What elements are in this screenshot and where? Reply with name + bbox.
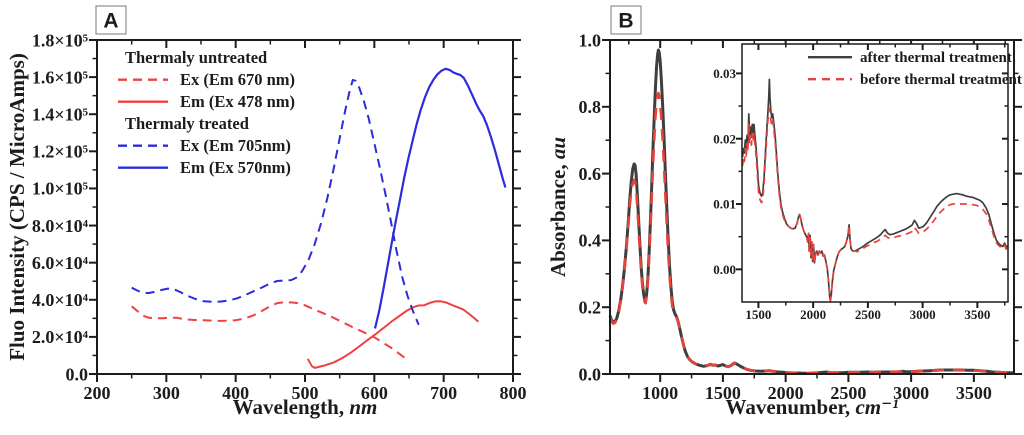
tick-label: 6.0×10⁴ (32, 253, 89, 273)
x-axis-title: Wavenumber, cm⁻¹ (726, 395, 899, 419)
tick-label: 0.2 (579, 298, 602, 318)
legend-group-header: Thermaly treated (125, 114, 249, 133)
tick-label: 600 (361, 383, 388, 403)
tick-label: 1.0 (579, 30, 602, 50)
tick-label: 1.4×10⁵ (32, 105, 89, 125)
panel-label-box (95, 5, 127, 35)
tick-label: 1.6×10⁵ (32, 67, 89, 87)
tick-label: 3500 (956, 383, 992, 403)
panel-b-chart: 1000 1500 2000 2500 3000 3500 0.0 0.2 0.4 0.6 0.8 1… (546, 5, 1022, 419)
tick-label: 0.00 (713, 262, 736, 277)
tick-label: 2500 (830, 383, 866, 403)
panel-letter: B (618, 10, 633, 33)
tick-label: 0.6 (579, 164, 602, 184)
plot-frame (741, 43, 1009, 303)
tick-label: 1000 (642, 383, 678, 403)
tick-label: 4.0×10⁴ (32, 290, 89, 310)
tick-label: 2500 (855, 307, 881, 322)
y-axis-title: Absorbance, au (546, 137, 570, 277)
tick-label: 2.0×10⁴ (32, 327, 89, 347)
tick-label: 300 (153, 383, 180, 403)
panel-b-ftir-inset: 1500 2000 2500 3000 3500 0.00 0.01 0.02 0.03 afte… (713, 43, 1022, 322)
tick-label: 3500 (964, 307, 990, 322)
inset-background (742, 44, 1008, 302)
tick-label: 0.0 (579, 364, 602, 384)
plot-frame (96, 39, 514, 375)
panel-a-chart: 200 300 400 500 600 700 800 0.0 2.0×10⁴ 4.0×10⁴ 6.… (5, 5, 527, 419)
tick-label: 0.03 (713, 66, 736, 81)
legend-label: after thermal treatment (860, 50, 1012, 66)
tick-label: 1500 (745, 307, 771, 322)
tick-label: 8.0×10⁴ (32, 216, 89, 236)
tick-label: 800 (500, 383, 527, 403)
series-em-untreated (306, 300, 479, 369)
series-before-thermal-inset (741, 107, 1009, 302)
legend-label: Ex (Em 705nm) (180, 136, 291, 155)
tick-label: 1.8×10⁵ (32, 30, 89, 50)
x-axis-title: Wavelength, nm (233, 395, 378, 419)
tick-label: 0.0 (66, 364, 89, 384)
tick-label: 1500 (705, 383, 741, 403)
tick-label: 0.8 (579, 97, 602, 117)
series-ex-treated (131, 78, 420, 326)
legend-label: Ex (Em 670 nm) (180, 70, 295, 89)
tick-label: 400 (222, 383, 249, 403)
tick-label: 0.02 (713, 131, 736, 146)
tick-label: 500 (292, 383, 319, 403)
legend-label: Em (Ex 570nm) (180, 158, 291, 177)
tick-label: 700 (430, 383, 457, 403)
tick-label: 3000 (910, 307, 936, 322)
panel-letter: A (103, 10, 118, 33)
legend-label: before thermal treatment (860, 72, 1022, 88)
tick-label: 0.01 (713, 197, 736, 212)
tick-label: 2000 (768, 383, 804, 403)
tick-label: 3000 (893, 383, 929, 403)
tick-label: 0.4 (579, 231, 602, 251)
y-axis-title: Fluo Intensity (CPS / MicroAmps) (5, 53, 29, 361)
panel-a-fluorescence: 200 300 400 500 600 700 800 0.0 2.0×10⁴ 4.0×10⁴ 6.… (5, 5, 527, 419)
series-ex-untreated (131, 301, 409, 361)
legend-label: Em (Ex 478 nm) (180, 92, 295, 111)
tick-label: 2000 (800, 307, 826, 322)
legend-group-header: Thermaly untreated (125, 48, 267, 67)
tick-label: 1.0×10⁵ (32, 179, 89, 199)
series-before-thermal-main (608, 91, 1014, 375)
panel-b-ftir-main: 1000 1500 2000 2500 3000 3500 0.0 0.2 0.4 0.6 0.8 1… (546, 5, 1022, 419)
panel-label-box (610, 5, 642, 35)
series-em-treated (373, 67, 507, 329)
tick-label: 200 (84, 383, 111, 403)
tick-label: 1.2×10⁵ (32, 142, 89, 162)
